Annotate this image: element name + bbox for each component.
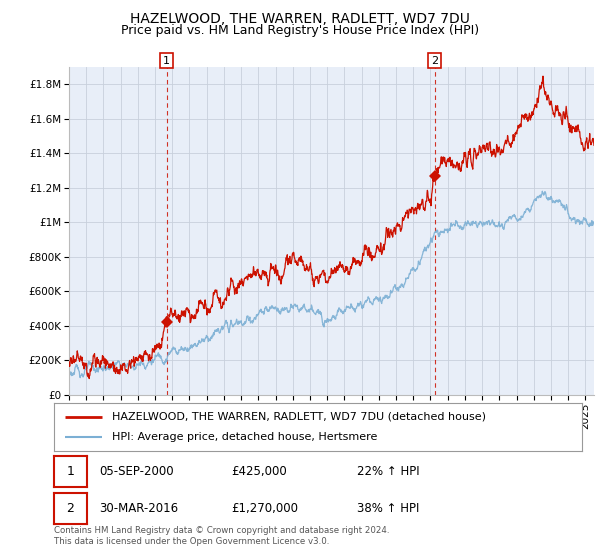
- Text: 2: 2: [67, 502, 74, 515]
- Text: 05-SEP-2000: 05-SEP-2000: [99, 465, 173, 478]
- Text: 22% ↑ HPI: 22% ↑ HPI: [357, 465, 419, 478]
- Text: £1,270,000: £1,270,000: [231, 502, 298, 515]
- Text: 30-MAR-2016: 30-MAR-2016: [99, 502, 178, 515]
- Text: 38% ↑ HPI: 38% ↑ HPI: [357, 502, 419, 515]
- Text: HAZELWOOD, THE WARREN, RADLETT, WD7 7DU: HAZELWOOD, THE WARREN, RADLETT, WD7 7DU: [130, 12, 470, 26]
- Text: HPI: Average price, detached house, Hertsmere: HPI: Average price, detached house, Hert…: [112, 432, 377, 442]
- Text: Contains HM Land Registry data © Crown copyright and database right 2024.
This d: Contains HM Land Registry data © Crown c…: [54, 526, 389, 546]
- Text: HAZELWOOD, THE WARREN, RADLETT, WD7 7DU (detached house): HAZELWOOD, THE WARREN, RADLETT, WD7 7DU …: [112, 412, 486, 422]
- Text: 2: 2: [431, 55, 439, 66]
- Text: £425,000: £425,000: [231, 465, 287, 478]
- Text: 1: 1: [163, 55, 170, 66]
- Text: 1: 1: [67, 465, 74, 478]
- Text: Price paid vs. HM Land Registry's House Price Index (HPI): Price paid vs. HM Land Registry's House …: [121, 24, 479, 36]
